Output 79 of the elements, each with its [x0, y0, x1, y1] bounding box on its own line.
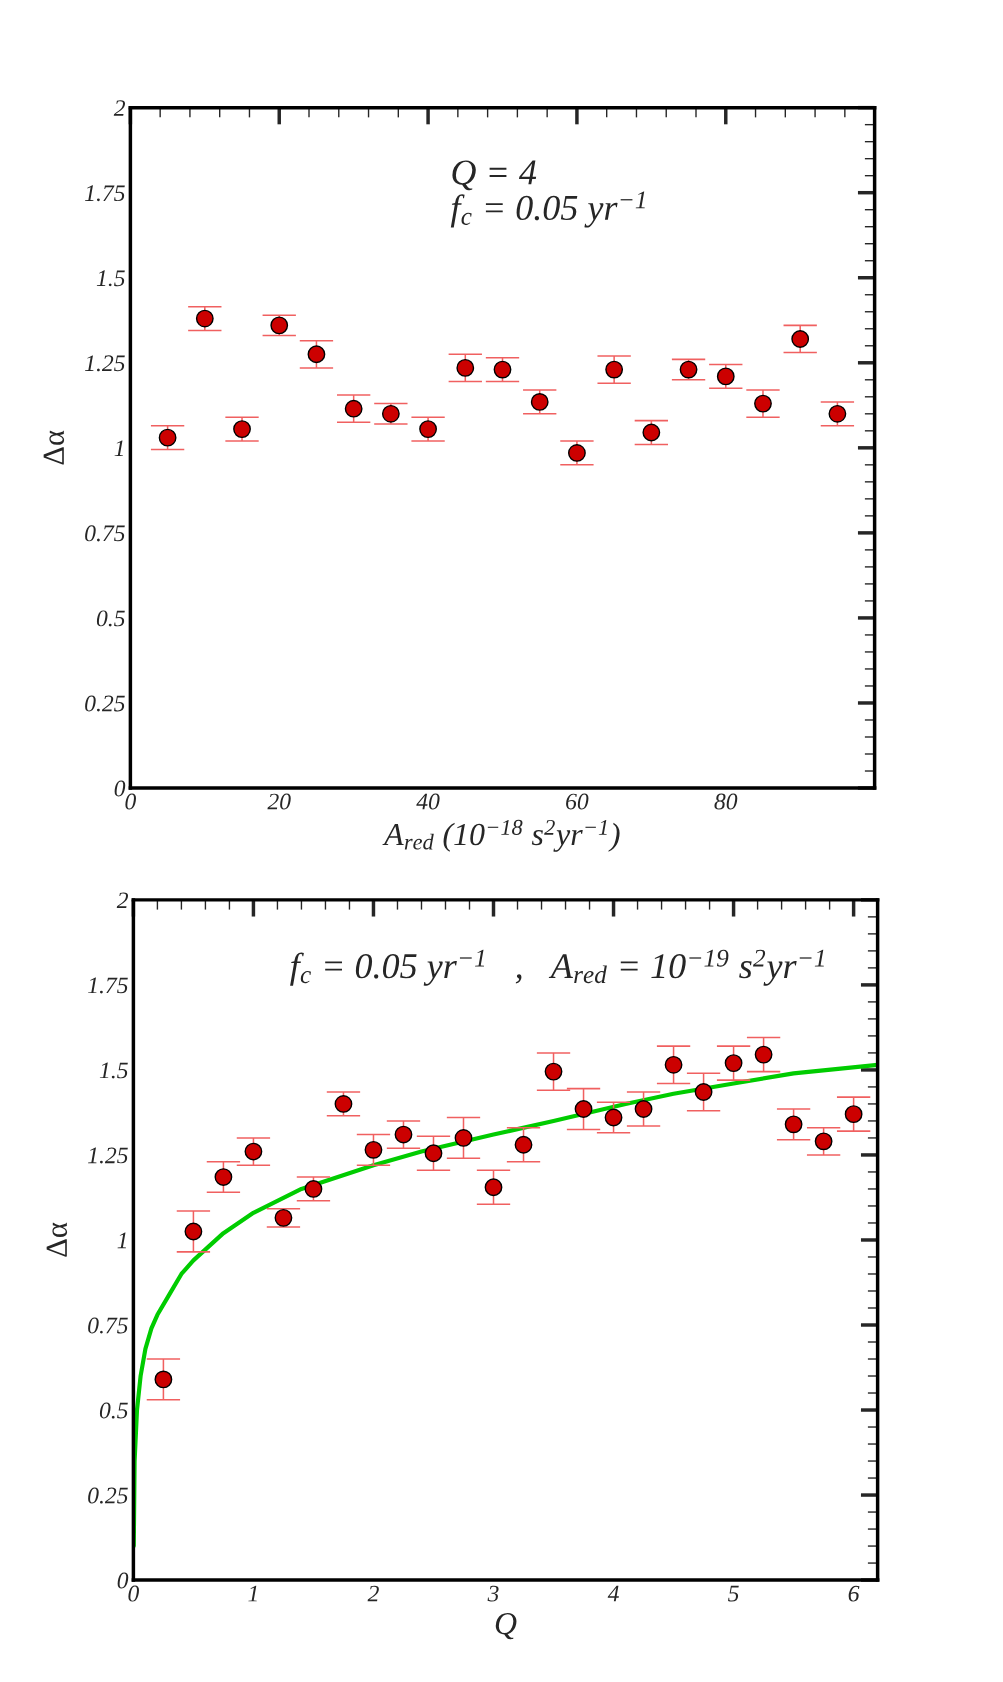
point — [419, 420, 437, 439]
y-tick-label: 1.75 — [88, 977, 128, 994]
point — [394, 1125, 413, 1144]
point — [724, 1054, 743, 1073]
point — [344, 399, 363, 418]
y-tick-label: 0.75 — [88, 1317, 128, 1334]
point — [274, 1208, 293, 1227]
point — [493, 360, 512, 379]
x-axis-title: Q — [495, 1612, 517, 1640]
y-tick-label: 0.5 — [99, 1402, 128, 1419]
y-tick-label: 0.25 — [88, 1487, 128, 1504]
point — [456, 358, 475, 377]
y-tick-label: 1 — [114, 440, 123, 457]
point — [634, 1100, 653, 1118]
point — [642, 423, 661, 442]
point — [679, 360, 698, 379]
point — [568, 444, 586, 462]
annotation: f$_{c}$ = 0.05 yr$^{−1}$ — [450, 191, 645, 228]
x-tick-label: 6 — [848, 1585, 860, 1602]
y-tick-label: 2 — [113, 100, 126, 116]
y-tick-label: 1.75 — [85, 185, 125, 202]
point — [828, 404, 847, 423]
y-tick-label: 1 — [117, 1232, 126, 1249]
x-tick-label: 1 — [248, 1585, 257, 1602]
text: A$_{red}$ (10$^{−18}$ s$^{2}$yr$^{−1}$) — [382, 819, 620, 852]
line-series — [133, 1062, 878, 1549]
point — [604, 1108, 623, 1127]
point — [664, 1055, 683, 1074]
y-tick-label: 0.5 — [96, 610, 125, 627]
point — [716, 367, 735, 386]
y-tick-label: 0.25 — [85, 695, 125, 712]
point — [574, 1100, 593, 1118]
point — [158, 428, 177, 447]
x-tick-label: 20 — [267, 793, 291, 810]
y-tick-label: 0 — [117, 1572, 129, 1589]
y-tick-label: 1.25 — [85, 355, 125, 372]
point — [154, 1370, 173, 1389]
point — [544, 1062, 563, 1081]
y-tick-label: 1.25 — [88, 1147, 128, 1164]
point — [334, 1095, 353, 1113]
y-tick-label: 2 — [116, 892, 129, 909]
point — [694, 1083, 713, 1101]
x-tick-label: 2 — [367, 1585, 379, 1602]
point — [791, 330, 810, 348]
point — [304, 1180, 323, 1198]
point — [814, 1132, 833, 1151]
point — [195, 309, 214, 328]
x-tick-label: 60 — [566, 793, 589, 810]
point — [754, 1045, 773, 1064]
point — [844, 1105, 863, 1124]
y-axis-title: Δα — [43, 430, 65, 465]
y-tick-label: 1.5 — [96, 270, 125, 287]
point — [754, 394, 772, 413]
point — [307, 345, 326, 364]
point — [424, 1144, 443, 1163]
point — [244, 1142, 263, 1161]
point — [530, 392, 549, 411]
point — [184, 1222, 203, 1241]
y-axis-title: Δα — [46, 1222, 68, 1257]
point — [270, 316, 289, 335]
point — [233, 420, 251, 439]
text: f$_{c}$ = 0.05 yr$^{−1}$ , A$_{red}$ = 10$^{−19}$ s$^{2}$yr$^{−1}$ — [290, 949, 824, 986]
y-tick-label: 0.75 — [85, 525, 125, 542]
y-tick-label: 0 — [114, 780, 126, 797]
x-tick-label: 80 — [714, 793, 738, 810]
annotation: Q = 4 — [452, 160, 537, 191]
point — [605, 360, 624, 379]
point — [514, 1135, 533, 1154]
point — [214, 1168, 233, 1186]
x-tick-label: 5 — [728, 1585, 739, 1602]
x-tick-label: 3 — [487, 1585, 499, 1602]
point — [784, 1115, 803, 1134]
y-tick-label: 1.5 — [99, 1062, 128, 1079]
point — [364, 1140, 383, 1159]
point — [381, 404, 400, 423]
point — [454, 1129, 473, 1147]
x-tick-label: 40 — [416, 793, 440, 810]
point — [484, 1178, 503, 1197]
x-tick-label: 4 — [607, 1585, 619, 1602]
